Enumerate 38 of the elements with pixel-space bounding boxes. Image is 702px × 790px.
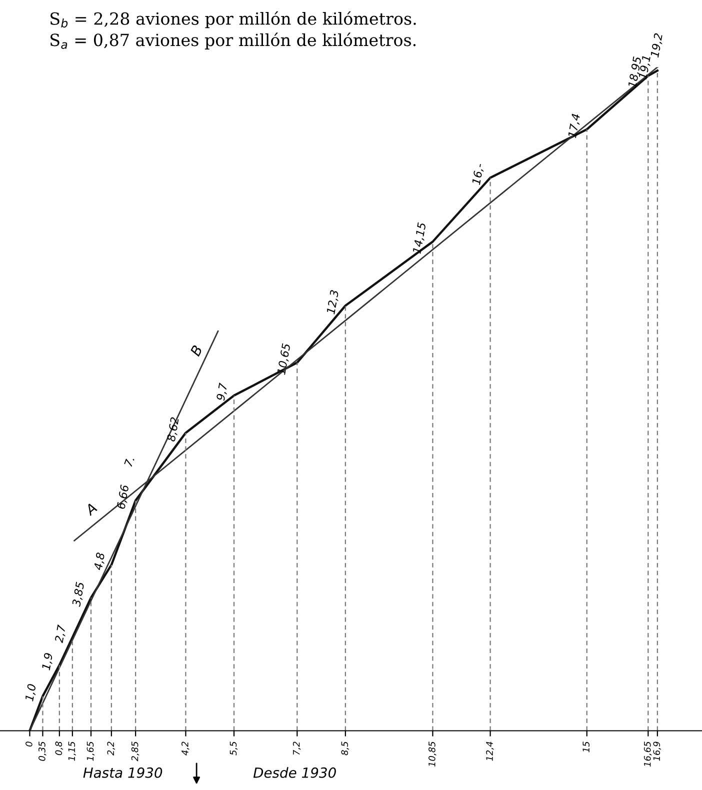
data-label: 17,4: [568, 114, 582, 138]
data-label: 16,-: [472, 163, 485, 186]
x-tick-label: 10,85: [428, 742, 436, 767]
text: B: [190, 344, 203, 357]
text: A: [84, 502, 98, 516]
data-label: 2,7: [54, 624, 67, 644]
x-tick-label: 0,8: [55, 742, 63, 756]
x-tick-label: 16,9: [653, 742, 661, 761]
x-tick-label: 0,35: [38, 742, 46, 761]
x-tick-label: 8,5: [341, 742, 349, 756]
data-label: 1,9: [42, 652, 54, 671]
x-tick-label: 15: [582, 742, 590, 752]
annotation: 7.: [124, 456, 134, 467]
text: Hasta 1930: [83, 767, 162, 778]
text: Desde 1930: [253, 767, 336, 778]
data-label: 8,62: [166, 416, 180, 442]
data-label: 12,3: [326, 290, 340, 315]
x-tick-label: 2,2: [107, 742, 115, 756]
data-label: 9,7: [216, 382, 229, 402]
data-label: 3,85: [72, 582, 86, 608]
data-label: 1,0: [24, 684, 38, 702]
x-tick-label: 1,15: [68, 742, 76, 761]
chart-subtitle: S$_{a}$ = 0,87 aviones por millón de kilómetros.: [50, 32, 416, 50]
data-label: 14,15: [412, 222, 428, 254]
data-label: 6,66: [116, 484, 130, 510]
data-label: 19,1: [638, 56, 652, 80]
data-label: 4,8: [94, 552, 106, 571]
chart-title: S$_{b}$ = 2,28 aviones por millón de kilómetros.: [50, 11, 416, 28]
x-tick-label: 0: [26, 742, 32, 746]
x-tick-label: 4,2: [182, 742, 190, 756]
data-label: 10,65: [276, 343, 292, 376]
x-tick-label: 7,2: [292, 742, 301, 755]
data-label: 19,2: [650, 32, 664, 58]
x-tick-label: 12,4: [486, 742, 494, 761]
x-tick-label: 16,65: [644, 742, 652, 767]
x-tick-label: 1,65: [86, 742, 95, 761]
x-tick-label: 2,85: [131, 742, 140, 762]
x-tick-label: 5,5: [230, 742, 238, 756]
